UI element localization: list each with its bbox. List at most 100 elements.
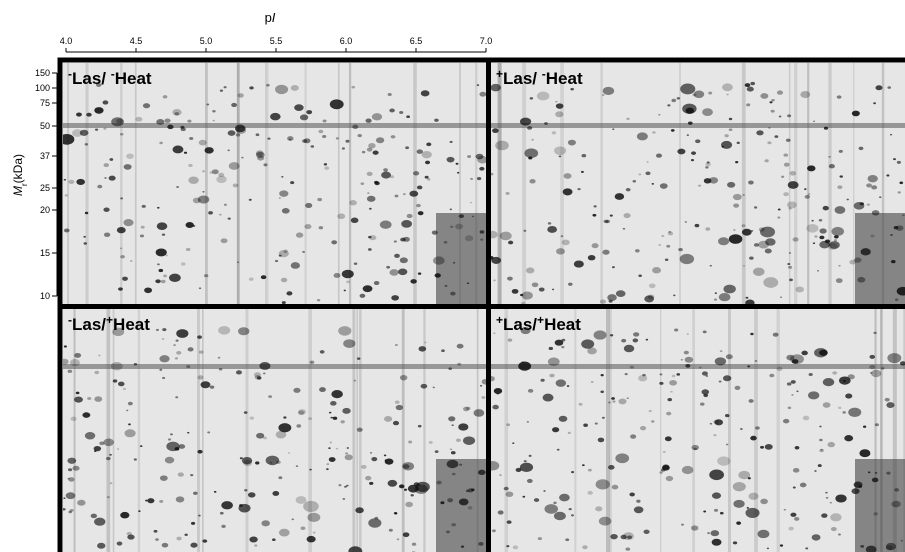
gel-spot: [448, 367, 452, 370]
gel-spot: [594, 422, 598, 425]
gel-spot: [527, 126, 533, 130]
gel-spot: [346, 447, 350, 449]
gel-spot: [328, 457, 336, 462]
gel-spot: [829, 241, 840, 249]
gel-spot: [68, 179, 75, 185]
gel-spot: [551, 288, 555, 291]
gel-spot: [452, 261, 456, 264]
gel-spot: [733, 499, 745, 508]
gel-spot: [478, 469, 486, 476]
gel-spot: [341, 147, 345, 150]
gel-spot: [256, 432, 265, 439]
gel-spot: [674, 328, 679, 332]
gel-spot: [213, 490, 217, 493]
gel-spot: [879, 196, 882, 199]
gel-spot: [718, 237, 730, 246]
gel-spot: [758, 240, 769, 249]
gel-spot: [255, 151, 265, 159]
gel-spot: [374, 181, 380, 186]
gel-spot: [247, 492, 256, 498]
gel-spot: [203, 274, 209, 278]
gel-spot: [402, 236, 410, 242]
gel-spot: [391, 295, 399, 301]
gel-spot: [208, 211, 213, 215]
gel-spot: [94, 517, 106, 526]
gel-spot: [103, 127, 107, 130]
gel-spot: [839, 376, 851, 385]
gel-spot: [126, 409, 129, 412]
gel-spot: [165, 254, 168, 257]
gel-spot: [556, 448, 560, 451]
gel-spot: [198, 287, 202, 290]
gel-spot: [555, 111, 564, 118]
gel-spot: [591, 243, 599, 249]
gel-streak: [413, 63, 417, 304]
x-axis-title: pI: [265, 10, 276, 25]
gel-spot: [555, 103, 564, 109]
gel-spot: [467, 155, 472, 158]
gel-spot: [869, 354, 876, 359]
gel-spot: [368, 235, 372, 239]
gel-spot: [243, 411, 248, 414]
gel-spot: [153, 529, 158, 533]
gel-background: [63, 63, 486, 304]
gel-spot: [345, 139, 350, 143]
gel-spot: [719, 350, 723, 353]
gel-spot: [531, 138, 535, 141]
gel-spot: [702, 108, 713, 117]
gel-spot: [469, 201, 473, 204]
gel-spot: [870, 234, 875, 238]
gel-spot: [741, 224, 746, 228]
gel-streak: [337, 63, 340, 304]
gel-spot: [768, 127, 771, 129]
gel-spot: [651, 420, 655, 423]
gel-spot: [625, 547, 631, 551]
gel-spot: [328, 447, 331, 449]
y-tick-label: 15: [40, 248, 50, 258]
gel-spot: [451, 424, 454, 427]
gel-spot: [742, 264, 746, 267]
gel-spot: [578, 402, 583, 406]
gel-spot: [507, 276, 513, 281]
gel-spot: [367, 248, 372, 251]
gel-spot: [655, 153, 663, 158]
gel-spot: [748, 492, 759, 500]
gel-spot: [709, 422, 713, 425]
gel-spot: [128, 423, 131, 426]
gel-edge: [436, 459, 486, 552]
gel-spot: [185, 247, 191, 252]
gel-spot: [553, 511, 566, 521]
gel-spot: [691, 151, 697, 155]
gel-spot: [529, 179, 536, 184]
gel-spot: [406, 115, 411, 119]
gel-streak: [728, 309, 731, 552]
heat-label: Heat: [544, 315, 581, 334]
gel-spot: [748, 399, 754, 403]
gel-spot: [711, 492, 722, 499]
gel-spot: [845, 393, 853, 399]
gel-spot: [356, 357, 361, 360]
gel-spot: [180, 262, 186, 266]
gel-spot: [583, 423, 588, 427]
gel-spot: [812, 120, 816, 123]
gel-spot: [427, 178, 431, 181]
gel-spot: [65, 492, 76, 500]
gel-spot: [568, 282, 573, 286]
gel-spot: [455, 162, 459, 165]
gel-streak: [881, 63, 885, 304]
gel-streak: [73, 309, 76, 552]
gel-spot: [187, 347, 194, 352]
gel-spot: [389, 269, 399, 276]
gel-spot: [344, 454, 353, 461]
gel-spot: [449, 448, 453, 451]
gel-spot: [124, 429, 136, 438]
gel-spot: [477, 155, 486, 164]
gel-streak: [522, 63, 527, 304]
gel-spot: [609, 334, 614, 337]
gel-spot: [399, 257, 408, 264]
gel-spot: [175, 496, 185, 503]
gel-spot: [481, 378, 486, 385]
gel-spot: [176, 351, 182, 355]
gel-streak: [106, 309, 111, 552]
gel-spot: [822, 402, 831, 408]
